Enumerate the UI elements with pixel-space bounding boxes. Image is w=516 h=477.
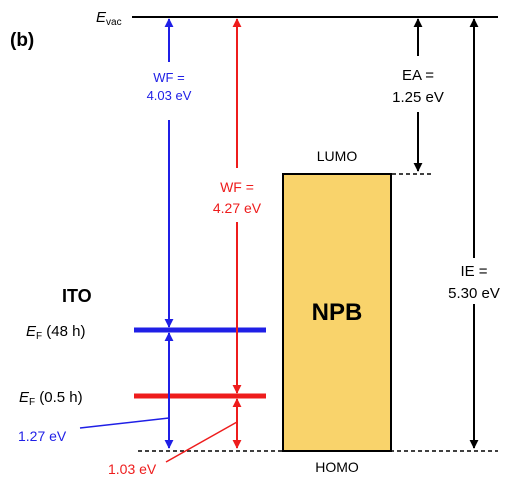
ie-line2: 5.30 eV	[448, 285, 500, 302]
ito-label: ITO	[62, 286, 92, 306]
gap-red-leader	[165, 421, 238, 463]
wf-blue-line1: WF =	[153, 70, 184, 85]
gap-red-label: 1.03 eV	[108, 461, 157, 477]
vacuum-level-label: Evac	[96, 9, 122, 28]
ea-line1: EA =	[402, 67, 434, 84]
ea-line2: 1.25 eV	[392, 89, 444, 106]
wf-red-line2: 4.27 eV	[213, 200, 262, 216]
homo-label: HOMO	[315, 459, 359, 475]
fermi-level-48h-label: EF (48 h)	[26, 323, 85, 342]
gap-blue-leader	[79, 417, 170, 429]
fermi-level-05h-label: EF (0.5 h)	[19, 389, 83, 408]
npb-box	[282, 173, 392, 452]
wf-red-line1: WF =	[220, 179, 254, 195]
gap-blue-label: 1.27 eV	[18, 428, 67, 444]
ie-line1: IE =	[460, 263, 487, 280]
panel-label: (b)	[10, 30, 34, 51]
lumo-label: LUMO	[317, 148, 358, 164]
npb-label: NPB	[312, 299, 363, 326]
wf-blue-line2: 4.03 eV	[147, 88, 192, 103]
